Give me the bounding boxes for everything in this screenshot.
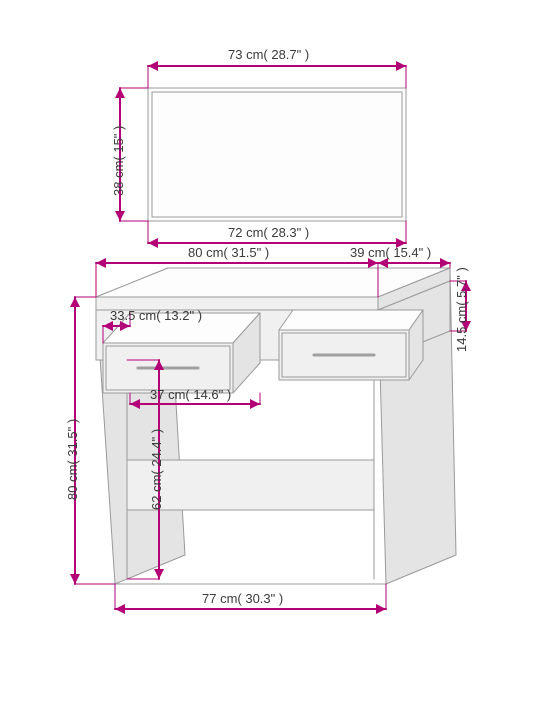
dim-drawer-height: 14.5 cm( 5.7" )	[455, 267, 469, 352]
dim-mirror-width: 73 cm( 28.7" )	[228, 48, 309, 62]
dim-drawer-width: 37 cm( 14.6" )	[150, 388, 231, 402]
dim-opening-height: 62 cm( 24.4" )	[150, 429, 164, 510]
dim-mirror-height: 38 cm( 15" )	[112, 126, 126, 196]
diagram-svg	[0, 0, 540, 720]
dim-desk-width: 80 cm( 31.5" )	[188, 246, 269, 260]
dim-drawer-depth: 33.5 cm( 13.2" )	[110, 309, 202, 323]
dim-foot-width: 77 cm( 30.3" )	[202, 592, 283, 606]
dim-mirror-bottom-width: 72 cm( 28.3" )	[228, 226, 309, 240]
diagram-stage: 73 cm( 28.7" ) 72 cm( 28.3" ) 38 cm( 15" )…	[0, 0, 540, 720]
dim-desk-height: 80 cm( 31.5" )	[66, 419, 80, 500]
dim-desk-depth: 39 cm( 15.4" )	[350, 246, 431, 260]
